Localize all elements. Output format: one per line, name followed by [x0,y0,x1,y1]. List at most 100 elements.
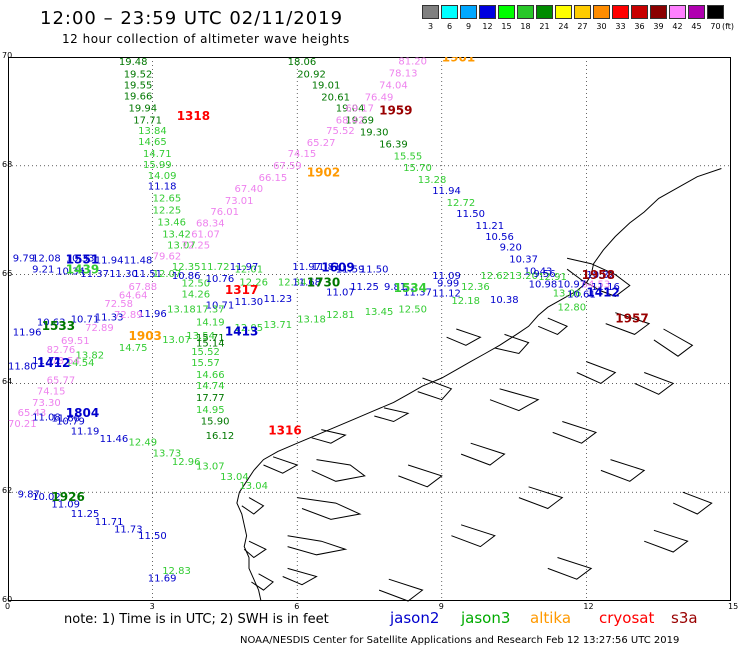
altimeter-map: 19.48 19.5219.5519.6619.9417.7113.8414.65… [8,57,731,602]
wave-height-value: 9.99 [437,279,459,290]
wave-height-value: 61.07 [191,230,220,241]
coastline-segment [311,459,366,482]
wave-height-value: 74.04 [379,81,408,92]
wave-height-value: 13.71 [264,320,293,331]
colorbar-label: 39 [653,22,664,31]
wave-height-value: 72.89 [114,310,143,321]
wave-height-value: 12.01 [235,264,264,275]
wave-height-value: 11.21 [476,221,505,232]
wave-height-value: 13.73 [153,448,182,459]
wave-height-value: 12.91 [538,272,567,283]
wave-height-value: 20.61 [321,93,350,104]
wave-height-value: 15.57 [191,358,220,369]
wave-height-value: 15.99 [143,160,172,171]
wave-height-value: 11.94 [432,186,461,197]
wave-height-value: 17.77 [196,393,225,404]
pass-time-label: 1804 [66,406,99,420]
coastline-segment [446,328,482,346]
coastline-segment [417,377,453,401]
colorbar-label: 42 [672,22,683,31]
wave-height-value: 65.43 [18,408,47,419]
wave-height-value: 9.56 [533,269,555,280]
coastline-segment [451,524,496,548]
wave-height-value: 69.17 [345,103,374,114]
colorbar-swatch [707,5,724,19]
wave-height-value: 11.72 [201,262,230,273]
pass-time-label: 1316 [268,424,301,438]
wave-height-value: 68.34 [196,219,225,230]
wave-height-value: 73.54 [51,356,80,367]
wave-height-value: 68.42 [336,115,365,126]
wave-height-value: 12.26 [239,278,268,289]
wave-height-value: 9.79 [13,254,35,265]
wave-height-value: 65.77 [47,375,76,386]
wave-height-value: 10.71 [71,315,100,326]
wave-height-value: 14.26 [182,289,211,300]
wave-height-value: 13.06 [553,288,582,299]
wave-height-value: 12.80 [558,303,587,314]
coastline-segment [634,372,675,395]
y-tick-label: 70 [2,51,13,60]
wave-height-value: 13.28 [418,175,447,186]
wave-height-value: 12.05 [235,323,264,334]
wave-height-value: 12.35 [172,262,201,273]
wave-height-value: 19.69 [345,115,374,126]
wave-height-value: 20.92 [297,70,326,81]
wave-height-value: 76.49 [365,93,394,104]
pass-time-label: 1412 [37,356,70,370]
wave-height-value: 15.14 [196,338,225,349]
coastline-segment [672,491,713,515]
coastline-segment [605,312,651,335]
wave-height-value: 11.19 [71,427,100,438]
wave-height-value: 19.04 [336,103,365,114]
satellite-legend-altika: altika [530,609,572,627]
wave-height-value: 19.66 [124,91,153,102]
wave-height-value: 12.50 [398,305,427,316]
colorbar-label: 6 [446,22,453,31]
colorbar-label: 27 [577,22,588,31]
wave-height-value: 12.65 [153,194,182,205]
colorbar-label: 21 [539,22,550,31]
wave-height-value: 14.71 [143,149,172,160]
wave-height-value: 10.43 [524,267,553,278]
wave-height-value: 17.37 [196,305,225,316]
wave-height-value: 11.30 [109,269,138,280]
coastline-segment [282,567,318,586]
wave-height-value: 69.51 [61,336,90,347]
wave-height-value: 9.21 [32,264,54,275]
wave-height-value: 11.60 [51,414,80,425]
wave-height-value: 17.71 [133,115,162,126]
wave-height-value: 15.90 [201,417,230,428]
wave-height-value: 72.89 [85,323,114,334]
colorbar-swatch [669,5,686,19]
wave-height-value: 14.65 [138,137,167,148]
pass-time-label: 1551 [66,253,99,267]
coastline-segment [311,429,347,444]
coastline-segment [241,497,265,515]
pass-time-label: 1957 [615,312,648,326]
wave-height-value: 19.52 [124,70,153,81]
wave-height-value: 11.96 [13,328,42,339]
wave-height-value: 65.27 [307,138,336,149]
coastline-segment [374,407,410,423]
wave-height-value: 11.59 [336,264,365,275]
y-tick-label: 66 [2,268,13,278]
wave-height-value: 10.38 [490,295,519,306]
wave-height-value: 9.87 [18,490,40,501]
wave-height-value: 14.95 [196,405,225,416]
pass-time-label: 1730 [307,276,340,290]
wave-height-value: 75.52 [326,126,355,137]
colorbar-label: 24 [558,22,569,31]
colorbar-swatch [536,5,553,19]
colorbar-label: 18 [520,22,531,31]
pass-time-label: 1412 [586,285,619,299]
wave-height-value: 72.25 [182,241,211,252]
coastline-segment [494,333,530,355]
x-tick-label: 9 [438,602,444,611]
wave-height-value: 10.02 [32,492,61,503]
pass-time-label: 1902 [307,166,340,180]
wave-height-value: 78.13 [389,69,418,80]
wave-height-value: 11.37 [80,269,109,280]
wave-height-value: 67.88 [129,282,158,293]
wave-height-value: 10.97 [558,280,587,291]
